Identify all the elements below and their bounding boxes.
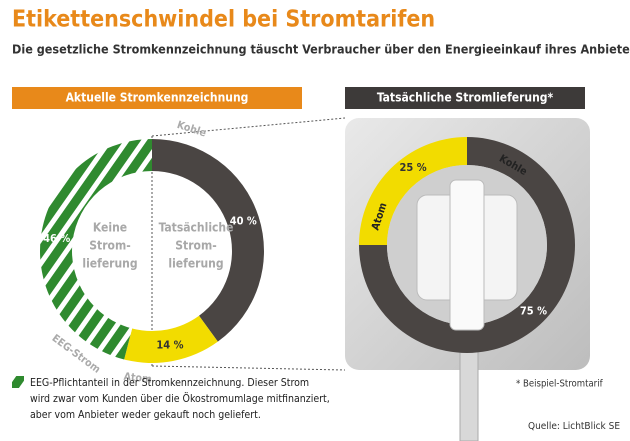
title: Etikettenschwindel bei Stromtarifen bbox=[12, 7, 435, 33]
value-label: 75 % bbox=[520, 304, 547, 317]
value-label: 40 % bbox=[230, 214, 257, 227]
source: Quelle: LichtBlick SE bbox=[528, 421, 620, 432]
center-label: lieferung bbox=[82, 257, 137, 271]
plug bbox=[387, 165, 547, 331]
category-label: Kohle bbox=[175, 119, 207, 140]
connector bbox=[151, 117, 346, 137]
center-label: Strom- bbox=[175, 239, 216, 253]
chart-title: Aktuelle Stromkennzeichnung bbox=[66, 91, 249, 105]
donut-slice bbox=[359, 137, 467, 245]
center-label: Keine bbox=[93, 221, 127, 235]
banner bbox=[345, 87, 585, 109]
note-line: wird zwar vom Kunden über die Ökostromum… bbox=[30, 392, 330, 405]
center-label: lieferung bbox=[168, 257, 223, 271]
value-label: 25 % bbox=[400, 161, 427, 174]
legend-swatch bbox=[12, 376, 24, 388]
connector bbox=[151, 365, 346, 371]
banner bbox=[12, 87, 302, 109]
donut-slice bbox=[124, 315, 218, 364]
donut-slice bbox=[152, 139, 264, 342]
chart-title: Tatsächliche Stromlieferung* bbox=[377, 91, 554, 105]
subtitle: Die gesetzliche Stromkennzeichnung täusc… bbox=[12, 42, 630, 57]
center-label: Strom- bbox=[89, 239, 130, 253]
center-label: Tatsächliche bbox=[159, 221, 234, 235]
value-label: 46 % bbox=[43, 232, 70, 245]
value-label: 14 % bbox=[156, 338, 183, 351]
footnote: * Beispiel-Stromtarif bbox=[516, 379, 604, 390]
donut-slice bbox=[39, 139, 153, 360]
notes: EEG-Pflichtanteil in der Stromkennzeichn… bbox=[30, 377, 330, 421]
note-line: aber vom Anbieter weder gekauft noch gel… bbox=[30, 409, 261, 421]
note-line: EEG-Pflichtanteil in der Stromkennzeichn… bbox=[30, 377, 309, 389]
category-label: Atom bbox=[123, 371, 152, 386]
cable bbox=[459, 349, 479, 441]
